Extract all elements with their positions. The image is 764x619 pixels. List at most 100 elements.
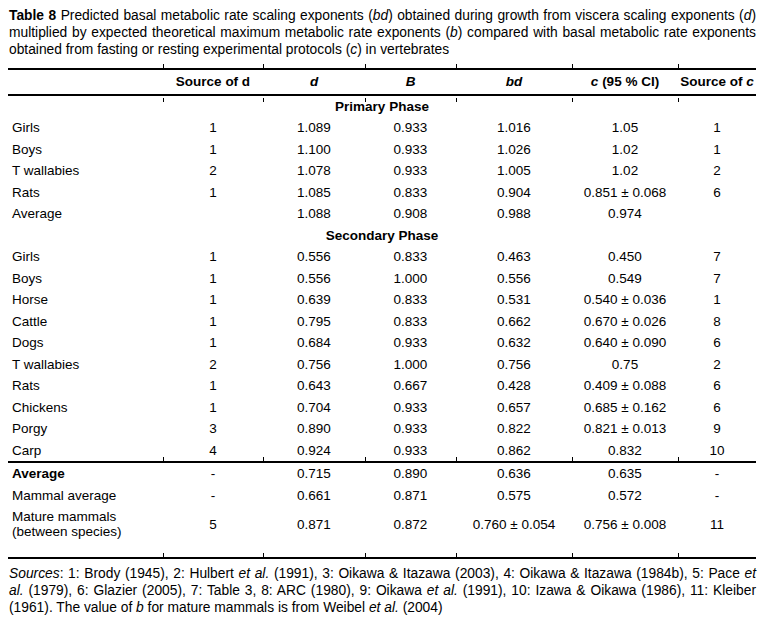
column-tick [263, 98, 264, 102]
section-header-row: Primary Phase [8, 96, 756, 118]
cell-source-of-c: 10 [678, 443, 756, 458]
cell-source-of-d: 1 [163, 378, 263, 393]
cell-d: 1.085 [263, 185, 365, 200]
table-caption: Table 8 Predicted basal metabolic rate s… [9, 8, 756, 59]
table-row: Girls11.0890.9331.0161.051 [8, 117, 756, 139]
cell-c-95ci: 0.974 [572, 206, 678, 221]
cell-source-of-c: 7 [678, 249, 756, 264]
cell-c-95ci: 0.670 ± 0.026 [572, 314, 678, 329]
row-label: Girls [8, 249, 163, 264]
column-tick [678, 98, 679, 102]
row-label: Chickens [8, 400, 163, 415]
cell-c-95ci: 0.756 ± 0.008 [572, 517, 678, 532]
cell-source-of-c: 2 [678, 163, 756, 178]
row-label: Mature mammals(between species) [8, 509, 163, 540]
cell-source-of-c: 8 [678, 314, 756, 329]
cell-source-of-c: 1 [678, 142, 756, 157]
table-row: Average-0.7150.8900.6360.635- [8, 463, 756, 485]
cell-d: 0.715 [263, 466, 365, 481]
row-label: Porgy [8, 421, 163, 436]
column-tick [263, 457, 264, 461]
cell-source-of-c: 11 [678, 517, 756, 532]
cell-bd: 1.016 [456, 120, 572, 135]
cell-c-95ci: 0.685 ± 0.162 [572, 400, 678, 415]
cell-source-of-d: 3 [163, 421, 263, 436]
cell-source-of-d: 1 [163, 314, 263, 329]
cell-source-of-d: 2 [163, 357, 263, 372]
cell-d: 1.078 [263, 163, 365, 178]
table-row: Porgy30.8900.9330.8220.821 ± 0.0139 [8, 418, 756, 440]
cell-source-of-c: 6 [678, 335, 756, 350]
cell-d: 0.704 [263, 400, 365, 415]
cell-d: 1.100 [263, 142, 365, 157]
col-header-source-of-c: Source of c [678, 74, 756, 89]
table-row: Carp40.9240.9330.8620.83210 [8, 440, 756, 462]
column-tick [572, 64, 573, 68]
cell-source-of-c: 9 [678, 421, 756, 436]
cell-source-of-d: 1 [163, 120, 263, 135]
cell-c-95ci: 0.549 [572, 271, 678, 286]
cell-c-95ci: 0.640 ± 0.090 [572, 335, 678, 350]
cell-d: 0.556 [263, 249, 365, 264]
col-header-source-of-d: Source of d [163, 74, 263, 89]
table-row: Girls10.5560.8330.4630.4507 [8, 246, 756, 268]
cell-d: 0.639 [263, 292, 365, 307]
col-header-d: d [263, 74, 365, 89]
col-header-c-95ci: c (95 % CI) [572, 74, 678, 89]
rule-above-sources [8, 557, 756, 559]
table-row: Chickens10.7040.9330.6570.685 ± 0.1626 [8, 397, 756, 419]
cell-source-of-d: 1 [163, 292, 263, 307]
cell-bd: 1.005 [456, 163, 572, 178]
cell-b: 0.667 [365, 378, 456, 393]
column-tick [456, 457, 457, 461]
cell-c-95ci: 0.540 ± 0.036 [572, 292, 678, 307]
cell-c-95ci: 0.75 [572, 357, 678, 372]
cell-b: 1.000 [365, 357, 456, 372]
rule-top [8, 68, 756, 70]
cell-bd: 1.026 [456, 142, 572, 157]
column-tick [163, 64, 164, 68]
column-tick [365, 553, 366, 557]
cell-c-95ci: 0.572 [572, 488, 678, 503]
table-row: Boys10.5561.0000.5560.5497 [8, 268, 756, 290]
cell-b: 0.833 [365, 314, 456, 329]
column-tick [456, 64, 457, 68]
cell-source-of-c: 1 [678, 292, 756, 307]
row-label: Boys [8, 142, 163, 157]
column-tick [572, 553, 573, 557]
cell-b: 1.000 [365, 271, 456, 286]
cell-b: 0.908 [365, 206, 456, 221]
cell-b: 0.833 [365, 185, 456, 200]
cell-d: 0.795 [263, 314, 365, 329]
column-tick [678, 553, 679, 557]
cell-source-of-d: 2 [163, 163, 263, 178]
cell-c-95ci: 0.832 [572, 443, 678, 458]
col-header-bd: bd [456, 74, 572, 89]
cell-b: 0.871 [365, 488, 456, 503]
column-tick [678, 64, 679, 68]
cell-bd: 0.463 [456, 249, 572, 264]
cell-bd: 0.632 [456, 335, 572, 350]
row-label: Average [8, 466, 163, 481]
cell-bd: 0.756 [456, 357, 572, 372]
cell-bd: 0.904 [456, 185, 572, 200]
column-tick [365, 98, 366, 102]
cell-c-95ci: 0.450 [572, 249, 678, 264]
summary-body: Average-0.7150.8900.6360.635-Mammal aver… [8, 463, 756, 542]
cell-d: 1.088 [263, 206, 365, 221]
cell-b: 0.933 [365, 335, 456, 350]
cell-c-95ci: 0.851 ± 0.068 [572, 185, 678, 200]
cell-source-of-d: 1 [163, 271, 263, 286]
rule-below-header [8, 94, 756, 96]
cell-c-95ci: 0.409 ± 0.088 [572, 378, 678, 393]
cell-c-95ci: 1.05 [572, 120, 678, 135]
cell-d: 0.924 [263, 443, 365, 458]
cell-source-of-d: 5 [163, 517, 263, 532]
cell-b: 0.933 [365, 443, 456, 458]
table-row: T wallabies21.0780.9331.0051.022 [8, 160, 756, 182]
column-tick [456, 553, 457, 557]
table-row: Rats11.0850.8330.9040.851 ± 0.0686 [8, 182, 756, 204]
column-tick [572, 98, 573, 102]
row-label: Girls [8, 120, 163, 135]
row-label: Rats [8, 378, 163, 393]
